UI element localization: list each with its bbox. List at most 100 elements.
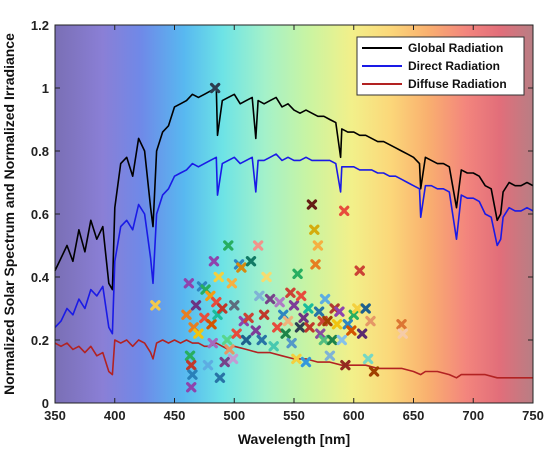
x-tick-label: 400: [104, 408, 126, 423]
marker-stroke-b: [256, 334, 267, 346]
scatter-marker: [264, 293, 276, 305]
scatter-marker: [327, 334, 338, 346]
scatter-marker: [202, 360, 214, 371]
scatter-marker: [324, 350, 336, 361]
marker-stroke-b: [250, 325, 261, 336]
x-tick-label: 450: [164, 408, 186, 423]
marker-stroke-b: [193, 328, 204, 339]
marker-stroke-b: [224, 344, 235, 355]
scatter-marker: [319, 293, 331, 305]
marker-stroke-b: [331, 319, 343, 330]
scatter-marker: [256, 334, 267, 346]
y-axis: 0 0.2 0.4 0.6 0.8 1 1.2: [31, 18, 533, 411]
marker-stroke-b: [338, 205, 350, 217]
marker-stroke-b: [183, 278, 195, 289]
marker-stroke-b: [221, 334, 233, 346]
marker-stroke-b: [322, 315, 333, 327]
scatter-marker: [183, 278, 195, 289]
scatter-marker: [306, 199, 318, 210]
marker-stroke-b: [348, 309, 359, 320]
scatter-marker: [291, 353, 302, 365]
scatter-marker: [334, 306, 345, 317]
scatter-marker: [272, 322, 283, 333]
scatter-marker: [286, 337, 297, 349]
marker-stroke-b: [334, 306, 345, 317]
marker-stroke-b: [312, 240, 324, 251]
marker-stroke-b: [303, 303, 314, 314]
marker-stroke-b: [214, 372, 226, 383]
scatter-marker: [352, 303, 363, 314]
scatter-marker: [280, 328, 291, 339]
marker-stroke-b: [213, 271, 224, 283]
scatter-marker: [300, 356, 312, 368]
scatter-marker: [224, 344, 235, 355]
global-radiation-line: [54, 87, 534, 291]
marker-stroke-b: [207, 337, 218, 349]
scatter-marker: [150, 300, 161, 311]
marker-stroke-b: [223, 240, 234, 251]
marker-stroke-b: [186, 382, 197, 393]
marker-stroke-b: [274, 297, 285, 308]
scatter-marker: [258, 309, 270, 320]
direct-radiation-line: [54, 153, 534, 335]
legend: Global Radiation Direct Radiation Diffus…: [356, 36, 525, 96]
marker-stroke-b: [209, 82, 221, 94]
marker-stroke-b: [190, 300, 202, 311]
marker-stroke-b: [396, 319, 407, 330]
marker-stroke-b: [229, 300, 240, 311]
marker-stroke-b: [352, 303, 363, 314]
marker-stroke-b: [315, 328, 326, 339]
x-tick-label: 600: [343, 408, 365, 423]
x-tick-label: 700: [462, 408, 484, 423]
scatter-marker: [181, 309, 192, 320]
marker-stroke-b: [291, 353, 302, 365]
scatter-marker: [285, 287, 296, 298]
marker-stroke-b: [365, 315, 376, 327]
x-tick-label: 500: [223, 408, 245, 423]
scatter-marker: [229, 300, 240, 311]
scatter-marker: [288, 300, 300, 311]
scatter-marker: [223, 240, 234, 251]
scatter-marker: [310, 259, 321, 270]
marker-stroke-b: [324, 350, 336, 361]
scatter-marker: [354, 265, 365, 276]
marker-stroke-b: [231, 328, 242, 339]
marker-stroke-b: [298, 312, 309, 324]
legend-label-global: Global Radiation: [408, 41, 503, 55]
scatter-marker: [208, 256, 220, 267]
marker-stroke-b: [340, 360, 351, 371]
scatter-marker: [186, 360, 197, 371]
scatter-marker: [184, 350, 196, 361]
marker-stroke-b: [285, 287, 296, 298]
scatter-marker: [338, 205, 350, 217]
scatter-marker: [304, 322, 315, 333]
scatter-marker: [226, 278, 238, 289]
marker-stroke-b: [200, 284, 211, 295]
marker-stroke-b: [199, 312, 210, 324]
scatter-marker: [193, 328, 204, 339]
marker-stroke-b: [241, 334, 252, 346]
marker-stroke-b: [318, 334, 330, 346]
marker-stroke-b: [268, 341, 279, 352]
scatter-marker: [190, 300, 202, 311]
marker-stroke-b: [342, 319, 353, 330]
scatter-marker: [331, 319, 343, 330]
marker-stroke-b: [208, 256, 220, 267]
scatter-marker: [322, 315, 333, 327]
marker-stroke-b: [319, 293, 331, 305]
marker-stroke-b: [294, 322, 306, 333]
marker-stroke-b: [205, 290, 216, 302]
marker-stroke-b: [362, 353, 374, 365]
marker-stroke-b: [356, 328, 368, 339]
marker-stroke-b: [288, 300, 300, 311]
y-tick-label: 0.4: [31, 270, 50, 285]
x-axis-title: Wavelength [nm]: [238, 431, 350, 447]
marker-stroke-b: [336, 334, 347, 346]
scatter-marker: [252, 240, 264, 251]
scatter-marker: [365, 315, 376, 327]
marker-stroke-b: [368, 366, 380, 377]
marker-stroke-b: [217, 303, 228, 314]
scatter-marker: [206, 319, 217, 330]
marker-layer: [150, 82, 408, 393]
